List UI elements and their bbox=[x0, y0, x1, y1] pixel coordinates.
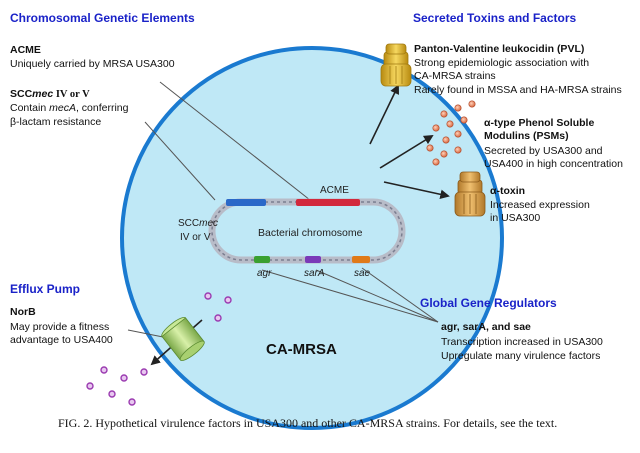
arrow-to-alpha-toxin bbox=[383, 181, 450, 200]
regulators-desc-1: Transcription increased in USA300 bbox=[441, 336, 603, 348]
leader-agr bbox=[261, 269, 439, 323]
psm-particles-icon bbox=[426, 100, 476, 166]
heading-toxins: Secreted Toxins and Factors bbox=[413, 11, 577, 25]
regulators-title: agr, sarA, and sae bbox=[441, 321, 531, 333]
regulators-desc-2: Upregulate many virulence factors bbox=[441, 350, 601, 362]
norb-title: NorB bbox=[10, 306, 36, 318]
sae-label: sae bbox=[354, 268, 371, 279]
acme-segment-label: ACME bbox=[320, 185, 349, 196]
bacterial-chromosome bbox=[208, 198, 406, 264]
arrow-to-psm bbox=[379, 134, 434, 169]
pvl-desc-1: Strong epidemiologic association with bbox=[414, 57, 590, 69]
agr-label: agr bbox=[257, 268, 272, 279]
alpha-toxin-desc-2: in USA300 bbox=[490, 212, 541, 224]
sccmec-segment-label: SCCmec bbox=[178, 218, 218, 229]
acme-title: ACME bbox=[10, 44, 41, 56]
alpha-toxin-desc-1: Increased expression bbox=[490, 199, 590, 211]
alpha-toxin-icon bbox=[454, 171, 486, 217]
norb-desc-1: May provide a fitness bbox=[10, 321, 110, 333]
acme-desc: Uniquely carried by MRSA USA300 bbox=[10, 58, 175, 70]
sae-segment bbox=[352, 256, 370, 263]
heading-efflux: Efflux Pump bbox=[10, 282, 81, 296]
sccmec-segment bbox=[226, 199, 266, 206]
cell-label: CA-MRSA bbox=[266, 341, 337, 358]
sccmec-segment-label-2: IV or V bbox=[180, 232, 211, 243]
norb-desc-2: advantage to USA400 bbox=[10, 334, 113, 346]
pvl-desc-2: CA-MRSA strains bbox=[414, 70, 496, 82]
leader-sara bbox=[315, 269, 439, 323]
sara-segment bbox=[305, 256, 321, 263]
bacterial-cell bbox=[120, 46, 504, 430]
psm-title-1: α-type Phenol Soluble bbox=[484, 117, 595, 129]
sccmec-desc-1: Contain mecA, conferring bbox=[10, 102, 129, 114]
leader-sccmec bbox=[144, 121, 216, 201]
pvl-title: Panton-Valentine leukocidin (PVL) bbox=[414, 43, 585, 55]
leader-acme bbox=[159, 81, 311, 201]
efflux-pump-icon bbox=[161, 317, 205, 361]
agr-segment bbox=[254, 256, 270, 263]
figure-caption: FIG. 2. Hypothetical virulence factors i… bbox=[58, 416, 558, 430]
chromosome-label: Bacterial chromosome bbox=[258, 227, 363, 239]
pvl-toxin-icon bbox=[380, 43, 412, 87]
pvl-desc-3: Rarely found in MSSA and HA-MRSA strains bbox=[414, 84, 622, 96]
sara-label: sarA bbox=[304, 268, 325, 279]
heading-chromosomal: Chromosomal Genetic Elements bbox=[10, 11, 195, 25]
leader-lines bbox=[127, 81, 439, 339]
psm-title-2: Modulins (PSMs) bbox=[484, 130, 569, 142]
sccmec-title: SCCmec IV or V bbox=[10, 88, 90, 100]
psm-desc-2: USA400 in high concentration bbox=[484, 158, 623, 170]
acme-segment bbox=[296, 199, 360, 206]
leader-sae bbox=[361, 267, 439, 323]
leader-norb bbox=[127, 329, 169, 339]
efflux-particles-icon bbox=[86, 292, 232, 406]
heading-regulators: Global Gene Regulators bbox=[420, 296, 557, 310]
psm-desc-1: Secreted by USA300 and bbox=[484, 145, 603, 157]
alpha-toxin-title: α-toxin bbox=[490, 185, 526, 197]
sccmec-desc-2: β-lactam resistance bbox=[10, 116, 102, 128]
arrow-to-pvl bbox=[369, 84, 399, 145]
